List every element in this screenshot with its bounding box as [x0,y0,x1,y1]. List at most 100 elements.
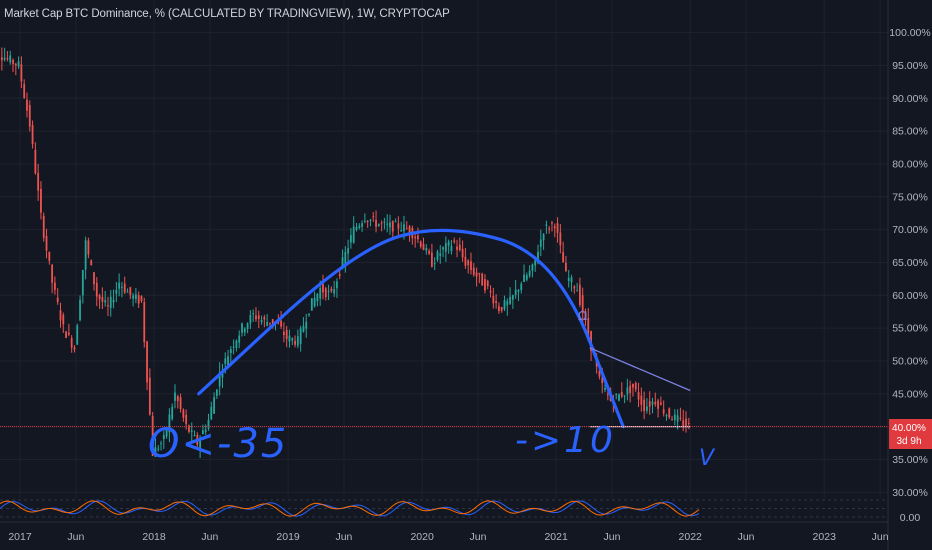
candle-body [199,438,202,448]
candle-body [461,248,464,258]
candle-body [260,319,263,323]
candle-body [472,267,475,275]
candle-body [280,320,282,327]
candle-body [517,289,520,292]
candle-body [548,228,551,230]
oscillator-background [0,498,888,522]
candle-body [576,290,579,292]
candle-body [433,263,436,265]
candle-body [333,289,336,294]
candle-body [37,172,40,191]
candle-body [632,383,634,388]
candle-body [581,295,584,314]
candle-body [338,274,341,276]
candle-body [422,243,425,251]
candle-body [637,392,640,400]
x-axis[interactable]: 2017 Jun 2018 Jun 2019 Jun 2020 Jun 2021 Jun 2022 J… [8,531,888,543]
candle-body [447,241,450,246]
candle-body [210,406,213,420]
candle-body [109,296,112,308]
candle-body [193,435,196,437]
trendline-arc [197,228,625,429]
x-tick-label: Jun [738,531,755,543]
y-tick-label: 30.00% [892,487,928,499]
candle-body [132,295,134,299]
candle-body [174,392,176,401]
candle-body [618,394,620,401]
annotation-left-text: O<-35 [148,421,288,467]
y-tick-label: 85.00% [892,126,928,138]
candle-body [436,251,439,260]
candle-body [654,401,657,405]
candle-body [442,247,444,250]
candle-body [255,315,257,320]
candle-body [584,311,587,320]
candle-body [73,347,76,350]
annotation-left: O<-35 [148,421,288,467]
candle-body [344,252,347,265]
candle-body [355,226,358,230]
candle-body [162,435,165,439]
candle-body [551,222,553,224]
price-pane-grid [0,0,888,522]
y-tick-label: 50.00% [892,355,928,367]
oscillator-tick-label: 0.00 [900,512,921,524]
candle-body [93,272,95,285]
candle-body [148,377,151,415]
candle-body [537,251,539,263]
annotation-mark: Ω [578,309,587,323]
candle-body [291,338,294,341]
candle-body [40,189,42,213]
candle-body [489,290,492,293]
candle-body [484,279,486,291]
candle-body [42,215,45,238]
candle-body [56,297,59,303]
x-tick-label: Jun [201,531,218,543]
candle-body [604,387,606,390]
candle-body [498,306,500,312]
candle-body [14,63,17,66]
candle-body [372,216,375,218]
candle-body [26,99,28,111]
candle-body [386,223,389,225]
candle-body [151,416,154,456]
candle-body [185,414,188,425]
candle-body [140,296,143,302]
candle-body [506,301,509,306]
candle-body [235,340,238,349]
candle-body [101,296,104,302]
candle-body [241,323,243,333]
candle-body [629,385,632,394]
x-tick-label: Jun [470,531,487,543]
candle-body [137,295,140,304]
candle-body [6,58,9,60]
candle-body [107,305,109,307]
candle-body [662,409,665,414]
candle-body [559,232,562,246]
candle-body [643,399,646,412]
y-tick-label: 45.00% [892,388,928,400]
candle-body [70,338,73,348]
candle-body [528,270,531,276]
candle-body [129,287,132,296]
candle-body [495,301,498,304]
candle-body [606,394,609,396]
candle-body [657,400,659,409]
candle-body [397,223,400,229]
candle-body [587,318,590,336]
candle-body [685,418,687,427]
candle-body [403,224,405,232]
candle-body [31,125,34,144]
candle-body [601,377,604,384]
candle-body [243,328,246,333]
y-axis[interactable]: 30.00% 35.00% 40.00% 45.00% 50.00% 55.00% 60.0… [889,27,930,499]
x-tick-label: Jun [604,531,621,543]
candle-body [104,300,107,303]
candle-body [419,241,422,247]
candle-body [48,251,51,261]
candle-body [126,291,129,293]
x-tick-label: 2019 [276,531,300,543]
candle-body [310,298,313,311]
candle-body [567,278,570,281]
